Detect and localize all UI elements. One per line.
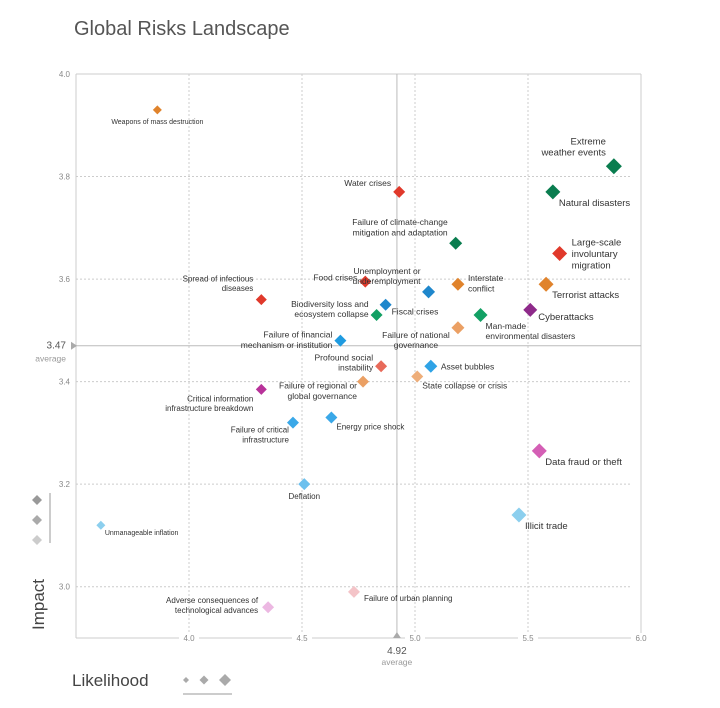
data-point [334, 334, 347, 347]
y-tick-label: 3.8 [59, 173, 71, 182]
data-point [552, 245, 568, 261]
data-label: Failure of climate-change mitigation and … [352, 217, 448, 237]
data-label: Cyberattacks [538, 312, 594, 323]
average-x-value: 4.92 [387, 646, 407, 657]
data-label: Terrorist attacks [552, 290, 619, 301]
data-label: Failure of critical infrastructure [231, 426, 290, 445]
data-label: Biodiversity loss and ecosystem collapse [291, 299, 369, 319]
average-x-caption: average [382, 657, 413, 667]
data-label: Asset bubbles [441, 361, 494, 371]
data-label: Data fraud or theft [545, 457, 622, 468]
data-point [422, 285, 436, 299]
data-point [298, 478, 311, 491]
x-axis-title: Likelihood [72, 671, 149, 690]
data-point [538, 276, 554, 292]
chart-title: Global Risks Landscape [74, 18, 290, 40]
tick-bg [405, 633, 425, 643]
data-label: Fiscal crises [392, 307, 439, 317]
data-point [325, 411, 338, 424]
data-label: Weapons of mass destruction [111, 119, 203, 126]
data-label: Natural disasters [559, 198, 631, 209]
x-tick-label: 5.0 [409, 634, 421, 643]
tick-bg [631, 633, 651, 643]
data-label: State collapse or crisis [422, 381, 507, 391]
y-tick-label: 3.4 [59, 378, 71, 387]
data-point [357, 375, 370, 388]
data-point [451, 277, 465, 291]
data-point [375, 360, 388, 373]
data-point [523, 302, 538, 317]
data-point [473, 307, 488, 322]
data-label: Illicit trade [525, 521, 568, 532]
data-label: Failure of urban planning [364, 594, 453, 603]
tick-bg [518, 633, 538, 643]
data-label: Man-made environmental disasters [486, 321, 576, 341]
data-point [424, 359, 438, 373]
data-label: Interstate conflict [468, 273, 504, 293]
data-label: Deflation [288, 492, 320, 501]
data-label: Critical information infrastructure break… [165, 394, 253, 413]
data-label: Unemployment or underemployment [353, 266, 422, 286]
data-point [393, 185, 406, 198]
data-label: Profound social instability [315, 352, 374, 372]
data-point [255, 383, 267, 395]
likelihood-legend-diamond-icon [183, 677, 189, 683]
tick-bg [179, 633, 199, 643]
average-y-caption: average [35, 354, 66, 364]
x-tick-label: 4.0 [183, 634, 195, 643]
data-point [411, 370, 424, 383]
data-label: Failure of regional or global governance [279, 381, 357, 401]
data-label: Adverse consequences of technological adv… [166, 596, 259, 615]
data-point [255, 294, 267, 306]
data-point [379, 298, 392, 311]
data-label: Large-scale involuntary migration [572, 237, 622, 271]
data-label: Spread of infectious diseases [183, 275, 254, 294]
impact-legend-diamond-icon [32, 535, 42, 545]
x-tick-label: 6.0 [635, 634, 647, 643]
data-label: Energy price shock [336, 423, 405, 432]
impact-legend-diamond-icon [32, 515, 42, 525]
y-tick-label: 3.2 [59, 480, 71, 489]
data-point [511, 507, 527, 523]
x-tick-label: 5.5 [522, 634, 534, 643]
data-label: Failure of financial mechanism or institu… [241, 330, 333, 350]
tick-bg [292, 633, 312, 643]
y-tick-label: 3.6 [59, 275, 71, 284]
data-point [370, 308, 383, 321]
likelihood-legend-diamond-icon [199, 675, 209, 685]
data-point [545, 184, 561, 200]
average-x-marker-icon [392, 632, 401, 638]
data-point [96, 520, 106, 530]
average-y-marker-icon [71, 341, 77, 350]
data-point [286, 416, 299, 429]
x-tick-label: 4.5 [296, 634, 308, 643]
average-y-value: 3.47 [47, 341, 67, 352]
impact-legend-diamond-icon [32, 495, 42, 505]
data-point [262, 601, 275, 614]
likelihood-legend-diamond-icon [219, 674, 231, 686]
data-point [531, 443, 547, 459]
data-point [347, 585, 360, 598]
y-axis-title: Impact [29, 579, 48, 630]
data-label: Extreme weather events [540, 136, 606, 158]
data-point [449, 236, 463, 250]
data-label: Food crises [313, 273, 357, 283]
data-point [605, 158, 622, 175]
data-point [451, 321, 465, 335]
data-point [359, 275, 372, 288]
data-point [152, 105, 162, 115]
y-tick-label: 4.0 [59, 70, 71, 79]
data-label: Failure of national governance [382, 330, 450, 350]
data-label: Water crises [344, 178, 391, 188]
y-tick-label: 3.0 [59, 583, 71, 592]
data-label: Unmanageable inflation [105, 530, 179, 537]
